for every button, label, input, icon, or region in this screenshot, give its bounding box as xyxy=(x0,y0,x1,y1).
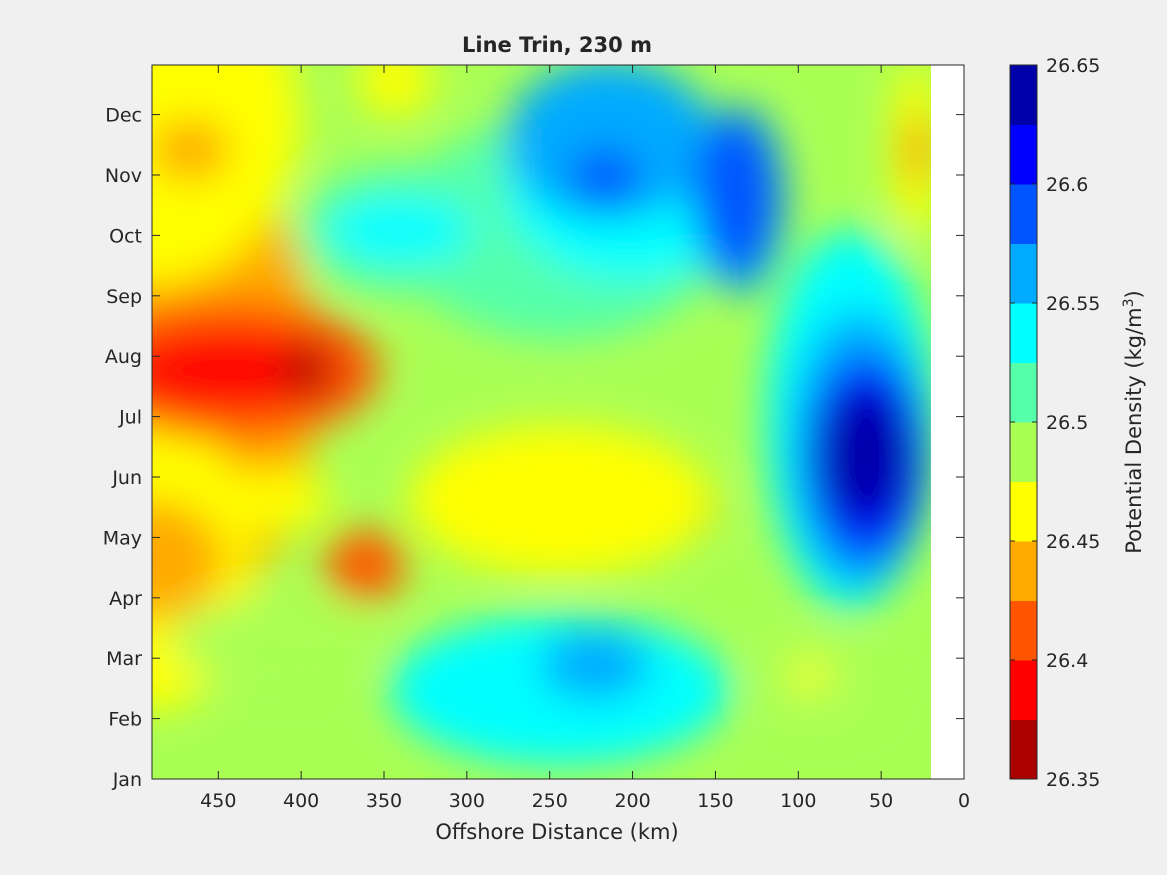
x-tick-label: 250 xyxy=(532,790,568,812)
colorbar-segment xyxy=(1010,719,1037,780)
colorbar-segment xyxy=(1010,541,1037,601)
colorbar-segment xyxy=(1010,124,1037,185)
colorbar-segment xyxy=(1010,660,1037,720)
colorbar-label: Potential Density (kg/m3) xyxy=(1121,290,1146,554)
contour-region xyxy=(540,630,650,700)
contour-region xyxy=(908,115,928,185)
contour-region xyxy=(220,470,330,530)
colorbar-tick-label: 26.6 xyxy=(1046,174,1088,196)
y-tick-label: May xyxy=(103,527,142,549)
contour-region xyxy=(152,330,340,410)
colorbar-segment xyxy=(1010,243,1037,304)
contour-region xyxy=(152,120,230,180)
x-tick-label: 200 xyxy=(614,790,650,812)
colorbar-label-end: ) xyxy=(1122,290,1146,298)
colorbar: 26.35 26.4 26.45 26.5 26.55 26.6 26.65 Potenti… xyxy=(1009,55,1146,791)
contour-region xyxy=(820,390,910,520)
contour-field xyxy=(152,65,931,779)
x-tick-label: 300 xyxy=(449,790,485,812)
y-tick-label: Dec xyxy=(105,105,142,127)
y-tick-label: Sep xyxy=(106,286,142,308)
y-tick-label: Mar xyxy=(106,648,142,670)
colorbar-segment xyxy=(1010,422,1037,482)
colorbar-tick-label: 26.65 xyxy=(1046,55,1100,77)
contour-region xyxy=(152,500,225,620)
contour-region xyxy=(790,657,830,693)
contour-region xyxy=(152,65,300,285)
y-tick-label: Oct xyxy=(109,225,142,247)
colorbar-tick-label: 26.55 xyxy=(1046,293,1100,315)
colorbar-segment xyxy=(1010,362,1037,423)
contour-region xyxy=(170,600,370,680)
plot-area: 450 400 350 300 250 200 150 100 50 0 Jan Feb Mar Apr… xyxy=(103,64,970,812)
colorbar-segment xyxy=(1010,600,1037,661)
y-tick-label: Jun xyxy=(111,467,142,489)
y-tick-label: Jul xyxy=(118,407,142,429)
x-tick-label: 400 xyxy=(283,790,319,812)
contour-region xyxy=(357,65,433,115)
y-axis: Jan Feb Mar Apr May Jun Jul Aug Sep Oct Nov Dec xyxy=(103,105,964,791)
x-axis-label: Offshore Distance (km) xyxy=(435,820,678,844)
contour-layers xyxy=(152,65,931,765)
x-tick-label: 150 xyxy=(697,790,733,812)
colorbar-tick-label: 26.45 xyxy=(1046,531,1100,553)
contour-region xyxy=(325,530,405,600)
x-tick-label: 100 xyxy=(780,790,816,812)
colorbar-tick-label: 26.4 xyxy=(1046,650,1088,672)
colorbar-label-main: Potential Density (kg/m xyxy=(1122,307,1146,553)
axes-box xyxy=(151,64,965,780)
colorbar-ticks: 26.35 26.4 26.45 26.5 26.55 26.6 26.65 xyxy=(1010,55,1100,791)
y-tick-label: Feb xyxy=(108,709,142,731)
colorbar-segments xyxy=(1010,65,1037,780)
colorbar-label-sup: 3 xyxy=(1121,298,1137,307)
x-tick-label: 350 xyxy=(366,790,402,812)
y-tick-label: Nov xyxy=(105,165,142,187)
contour-region xyxy=(410,425,710,575)
chart-title: Line Trin, 230 m xyxy=(462,33,652,57)
contour-region xyxy=(692,115,778,275)
y-tick-label: Aug xyxy=(105,346,142,368)
x-tick-label: 450 xyxy=(200,790,236,812)
contour-region xyxy=(325,195,475,265)
colorbar-tick-label: 26.35 xyxy=(1046,769,1100,791)
colorbar-segment xyxy=(1010,65,1037,125)
x-axis: 450 400 350 300 250 200 150 100 50 0 xyxy=(200,65,970,812)
contour-region xyxy=(283,345,333,395)
colorbar-segment xyxy=(1010,184,1037,244)
colorbar-segment xyxy=(1010,481,1037,542)
contour-region xyxy=(505,65,715,220)
y-tick-label: Apr xyxy=(109,588,142,610)
contour-region xyxy=(570,148,640,208)
y-tick-label: Jan xyxy=(112,769,142,791)
x-tick-label: 0 xyxy=(958,790,970,812)
colorbar-tick-label: 26.5 xyxy=(1046,412,1088,434)
x-tick-label: 50 xyxy=(869,790,893,812)
colorbar-segment xyxy=(1010,303,1037,363)
